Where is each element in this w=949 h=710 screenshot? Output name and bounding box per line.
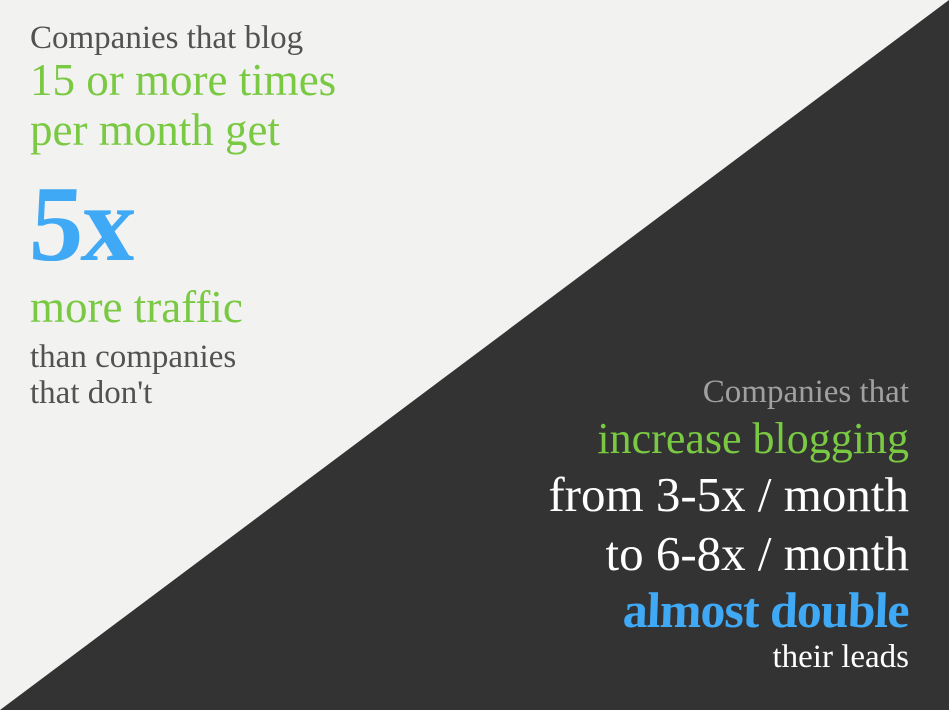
left-big-stat: 5x (27, 171, 137, 279)
right-line3: from 3-5x / month (309, 466, 909, 525)
left-line5: more traffic (30, 283, 530, 333)
left-line1: Companies that blog (30, 20, 530, 56)
left-line6: than companies (30, 339, 530, 375)
left-line2: 15 or more times (30, 56, 530, 106)
infographic-content: Companies that blog 15 or more times per… (0, 0, 949, 710)
right-line1: Companies that (309, 373, 909, 413)
left-line3: per month get (30, 106, 530, 156)
right-stat-block: Companies that increase blogging from 3-… (309, 373, 909, 678)
right-line5: almost double (622, 583, 910, 638)
right-line6: their leads (309, 638, 909, 678)
right-line4: to 6-8x / month (309, 525, 909, 584)
right-line2: increase blogging (309, 413, 909, 466)
left-stat-block: Companies that blog 15 or more times per… (30, 20, 530, 411)
